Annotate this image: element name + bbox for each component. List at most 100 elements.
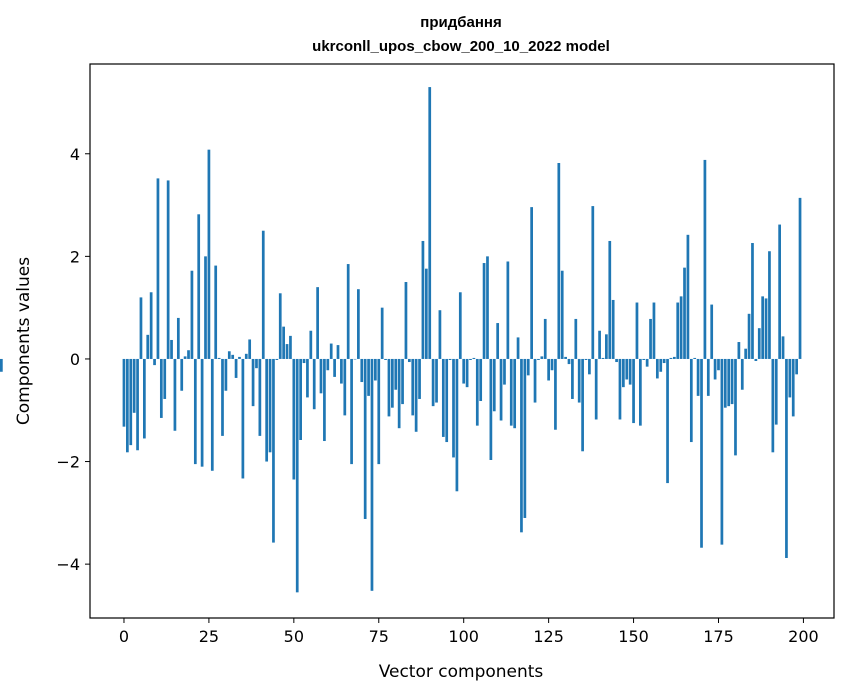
bar-80	[394, 358, 398, 390]
bar-83	[404, 282, 408, 359]
bar-18	[183, 356, 187, 359]
bar-110	[496, 323, 500, 359]
bar-68	[353, 358, 357, 360]
bar-154	[645, 358, 649, 367]
bar-85	[411, 358, 415, 416]
bar-67	[350, 358, 353, 465]
bar-179	[730, 358, 734, 405]
ticks-group: 0 25 50 75 100 125 150 175 200 −4 −2 0 2 4	[56, 145, 818, 646]
bar-95	[445, 358, 449, 443]
bar-45	[275, 358, 279, 360]
bar-88	[421, 240, 425, 359]
bar-153	[642, 358, 646, 360]
bar-23	[200, 358, 204, 467]
bar-147	[622, 358, 625, 388]
bar-191	[771, 358, 775, 453]
bar-138	[591, 206, 595, 359]
bar-150	[632, 358, 635, 424]
bar-119	[526, 358, 530, 376]
bar-41	[261, 230, 265, 359]
bar-195	[785, 358, 788, 558]
bar-24	[204, 256, 207, 359]
bar-22	[197, 214, 201, 359]
bar-77	[384, 358, 387, 360]
bar-106	[482, 263, 486, 359]
bar-157	[655, 358, 659, 379]
bar-62	[333, 358, 336, 377]
bar-194	[781, 336, 785, 359]
bar-94	[441, 358, 445, 437]
bar-74	[374, 358, 377, 381]
bar-97	[452, 358, 455, 458]
bar-48	[285, 344, 289, 359]
bar-183	[744, 348, 748, 359]
bar-34	[238, 356, 241, 359]
bars-group	[0, 87, 802, 593]
bar-33	[234, 358, 238, 378]
bar-66	[346, 264, 350, 359]
bar-81	[397, 358, 401, 429]
bar-20	[190, 270, 194, 359]
bar-71	[363, 358, 367, 519]
bar-163	[676, 302, 680, 359]
bar-124	[543, 318, 547, 359]
bar-104	[475, 358, 479, 426]
bar-27	[214, 265, 218, 359]
bar-127	[554, 358, 557, 430]
bar-126	[550, 358, 554, 371]
bar-114	[509, 358, 513, 426]
x-tick-label: 50	[284, 627, 304, 646]
y-tick-label: 4	[70, 145, 80, 164]
bar-176	[720, 358, 724, 545]
bar-175	[717, 358, 720, 371]
bar-187	[757, 328, 761, 359]
bar-65	[343, 358, 347, 416]
bar-156	[652, 302, 656, 359]
bar-151	[635, 302, 639, 359]
x-tick-label: 125	[533, 627, 564, 646]
bar-64	[340, 358, 343, 384]
bar-38	[251, 358, 255, 407]
bar-158	[659, 358, 663, 372]
bar-129	[560, 270, 564, 359]
bar-79	[391, 358, 394, 408]
bar-56	[312, 358, 316, 410]
bar-7	[146, 334, 150, 359]
bar-131	[567, 358, 571, 365]
bar-160	[666, 358, 669, 484]
bar-99	[458, 292, 462, 359]
bar-144	[611, 299, 615, 359]
bar-4	[136, 358, 139, 451]
bar-25	[207, 149, 211, 359]
bar-108	[489, 358, 493, 460]
bar-112	[503, 358, 506, 385]
y-tick-label: 0	[70, 350, 80, 369]
bar-140	[598, 330, 601, 359]
bar-12	[163, 358, 167, 399]
bar-13	[166, 180, 170, 359]
bar-54	[306, 358, 309, 398]
bar-70	[360, 358, 364, 383]
bar-101	[465, 358, 469, 388]
bar-120	[530, 207, 533, 359]
bar-15	[173, 358, 177, 431]
bar-35	[241, 358, 245, 479]
bar-82	[401, 358, 404, 405]
bar-192	[774, 358, 778, 425]
bar-36	[244, 353, 248, 359]
chart-subtitle: ukrconll_upos_cbow_200_10_2022 model	[312, 38, 610, 55]
bar-148	[625, 358, 629, 380]
bar-116	[516, 337, 520, 359]
bar-193	[778, 224, 781, 359]
bar-5	[139, 297, 143, 359]
bar-174	[713, 358, 717, 380]
bar-11	[159, 358, 163, 418]
bar-78	[387, 358, 391, 417]
bar-90	[428, 87, 432, 359]
bar-39	[255, 358, 258, 369]
bar-17	[180, 358, 184, 391]
bar-73	[370, 358, 374, 591]
bar-188	[761, 296, 765, 359]
bar-121	[533, 358, 537, 403]
